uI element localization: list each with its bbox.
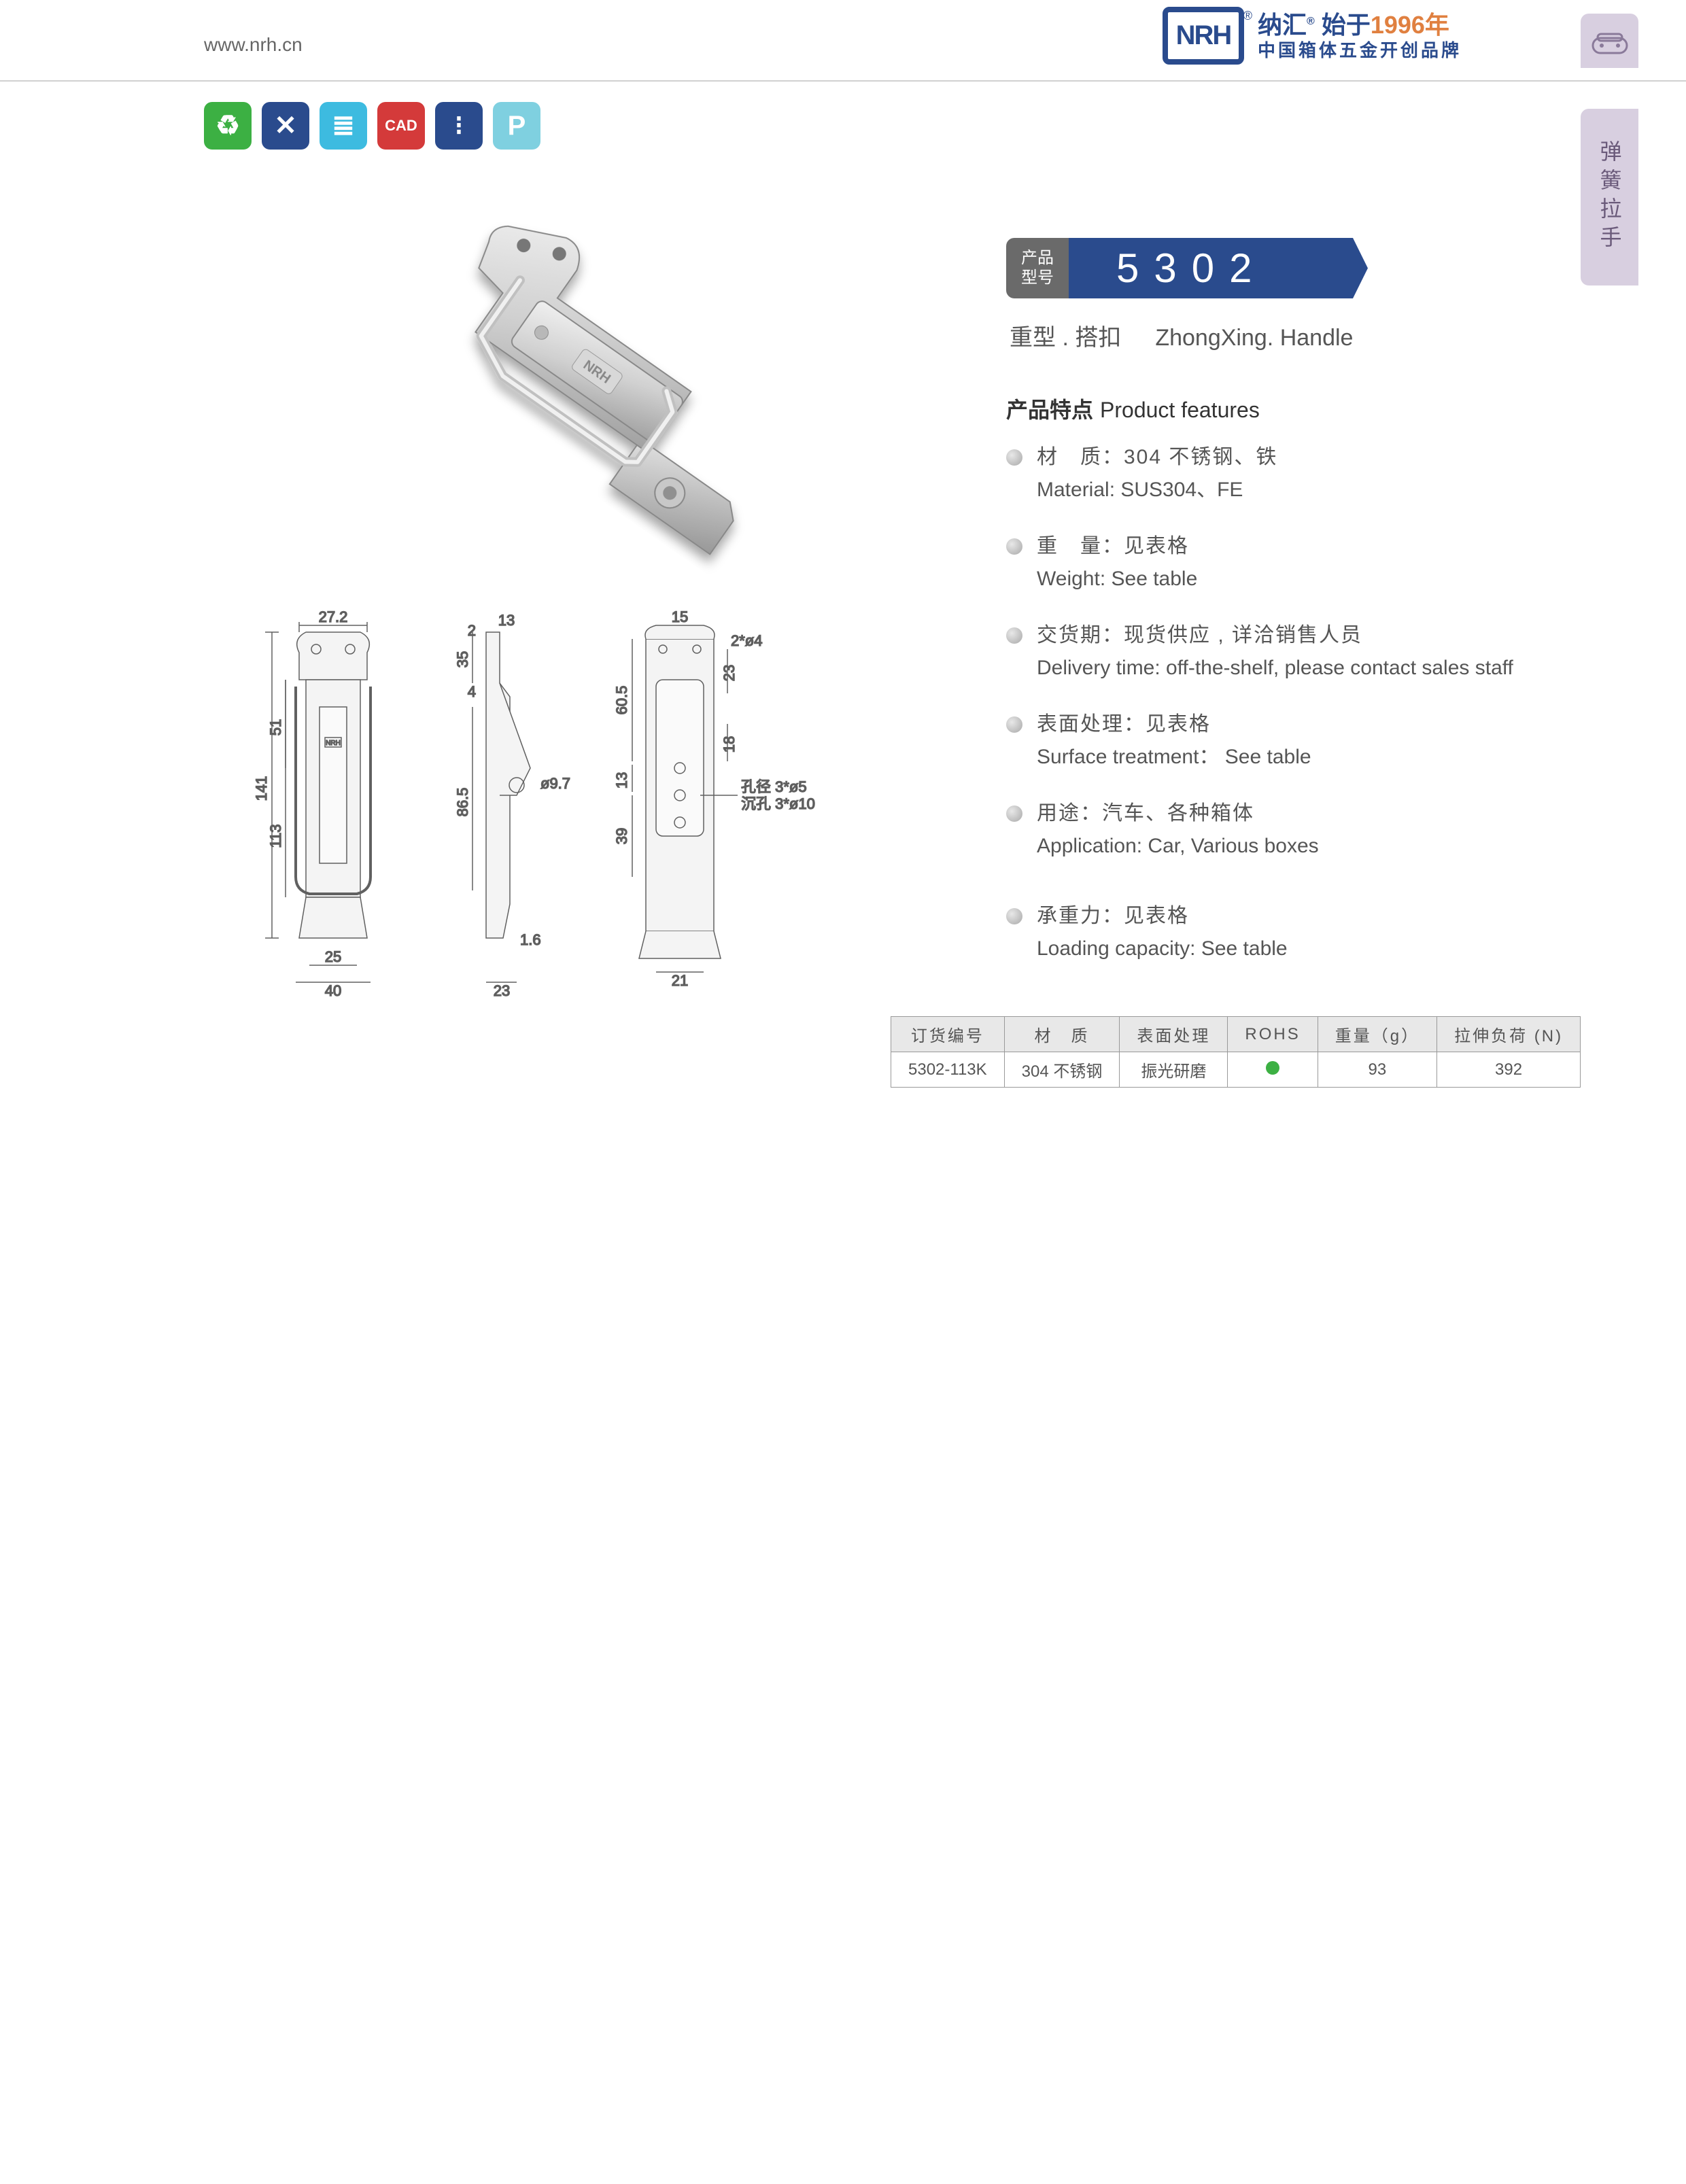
brand-block: NRH 纳汇® 始于1996年 中国箱体五金开创品牌	[1163, 7, 1462, 65]
svg-text:ø9.7: ø9.7	[540, 775, 570, 792]
handle-icon	[1589, 26, 1630, 56]
table-cell: 5302-113K	[891, 1052, 1005, 1088]
features-title-cn: 产品特点	[1006, 398, 1093, 422]
svg-text:15: 15	[672, 608, 688, 625]
svg-text:2: 2	[468, 622, 476, 639]
table-header: ROHS	[1228, 1017, 1318, 1052]
feature-en: Weight: See table	[1037, 563, 1516, 595]
svg-text:13: 13	[498, 612, 515, 629]
svg-text:孔径 3*ø5: 孔径 3*ø5	[741, 778, 807, 795]
svg-text:141: 141	[253, 776, 270, 801]
table-header: 订货编号	[891, 1017, 1005, 1052]
table-cell: 392	[1437, 1052, 1581, 1088]
cad-icon: CAD	[377, 102, 425, 150]
svg-text:25: 25	[325, 948, 341, 965]
feature-cn: 承重力：见表格	[1037, 900, 1516, 933]
model-label-line1: 产品	[1021, 249, 1054, 268]
spring-icon: ≣	[320, 102, 367, 150]
feature-item: 用途：汽车、各种箱体Application: Car, Various boxe…	[1006, 797, 1516, 863]
feature-cn: 交货期：现货供应 , 详洽销售人员	[1037, 619, 1516, 652]
svg-text:39: 39	[613, 828, 630, 844]
technical-drawing: NRH 27.2 141 51 113 25 40 ø9.7 13	[204, 598, 816, 1088]
table-header: 表面处理	[1120, 1017, 1228, 1052]
model-subtitle: 重型 . 搭扣 ZhongXing. Handle	[1006, 319, 1516, 352]
feature-cn: 表面处理：见表格	[1037, 708, 1516, 741]
svg-text:51: 51	[267, 719, 284, 735]
subtitle-en: ZhongXing. Handle	[1155, 325, 1353, 351]
model-label: 产品 型号	[1006, 238, 1069, 298]
model-number: 5302	[1069, 238, 1368, 298]
eco-icon: ♻	[204, 102, 252, 150]
spec-table: 订货编号材 质表面处理ROHS重量（g）拉伸负荷 (N) 5302-113K30…	[891, 1016, 1581, 1088]
svg-text:18: 18	[721, 736, 738, 752]
feature-en: Material: SUS304、FE	[1037, 474, 1516, 506]
features-title: 产品特点 Product features	[1006, 393, 1516, 424]
feature-en: Loading capacity: See table	[1037, 933, 1516, 965]
table-row: 5302-113K304 不锈钢振光研磨 93392	[891, 1052, 1581, 1088]
svg-text:2*ø4: 2*ø4	[731, 632, 762, 649]
screw-icon: ⁝	[435, 102, 483, 150]
feature-item: 重 量：见表格Weight: See table	[1006, 530, 1516, 595]
feature-en: Surface treatment： See table	[1037, 741, 1516, 774]
rohs-dot	[1266, 1061, 1279, 1075]
feature-item: 承重力：见表格Loading capacity: See table	[1006, 900, 1516, 965]
svg-text:60.5: 60.5	[613, 686, 630, 715]
p-icon: P	[493, 102, 540, 150]
feature-en: Delivery time: off-the-shelf, please con…	[1037, 652, 1516, 684]
nrh-logo: NRH	[1163, 7, 1244, 65]
brand-text: 纳汇® 始于1996年 中国箱体五金开创品牌	[1258, 10, 1462, 60]
brand-since: 始于	[1322, 11, 1371, 39]
table-header: 拉伸负荷 (N)	[1437, 1017, 1581, 1052]
feature-cn: 重 量：见表格	[1037, 530, 1516, 563]
subtitle-cn: 重型 . 搭扣	[1010, 325, 1121, 351]
page-header: www.nrh.cn NRH 纳汇® 始于1996年 中国箱体五金开创品牌	[0, 0, 1686, 82]
tools-icon: ✕	[262, 102, 309, 150]
table-cell: 振光研磨	[1120, 1052, 1228, 1088]
model-badge: 产品 型号 5302	[1006, 238, 1516, 298]
svg-text:23: 23	[494, 982, 510, 999]
feature-cn: 材 质：304 不锈钢、铁	[1037, 441, 1516, 474]
info-panel: 产品 型号 5302 重型 . 搭扣 ZhongXing. Handle 产品特点…	[1006, 238, 1516, 989]
feature-item: 交货期：现货供应 , 详洽销售人员Delivery time: off-the-…	[1006, 619, 1516, 684]
table-header: 重量（g）	[1318, 1017, 1436, 1052]
feature-item: 材 质：304 不锈钢、铁Material: SUS304、FE	[1006, 441, 1516, 506]
table-header: 材 质	[1004, 1017, 1120, 1052]
svg-text:1.6: 1.6	[520, 931, 541, 948]
table-cell: 304 不锈钢	[1004, 1052, 1120, 1088]
brand-cn: 纳汇	[1258, 11, 1307, 39]
feature-cn: 用途：汽车、各种箱体	[1037, 797, 1516, 830]
feature-en: Application: Car, Various boxes	[1037, 830, 1516, 863]
brand-year: 1996年	[1371, 11, 1449, 39]
site-url: www.nrh.cn	[204, 34, 303, 56]
svg-text:4: 4	[468, 683, 476, 700]
svg-text:27.2: 27.2	[319, 608, 348, 625]
svg-text:35: 35	[454, 651, 471, 668]
side-tab-label: 弹簧拉手	[1581, 109, 1638, 285]
model-label-line2: 型号	[1021, 268, 1054, 288]
brand-tagline: 中国箱体五金开创品牌	[1258, 40, 1462, 61]
svg-text:40: 40	[325, 982, 341, 999]
feature-list: 材 质：304 不锈钢、铁Material: SUS304、FE 重 量：见表格W…	[1006, 441, 1516, 965]
table-cell	[1228, 1052, 1318, 1088]
svg-text:86.5: 86.5	[454, 788, 471, 817]
features-title-en: Product features	[1100, 398, 1260, 422]
svg-text:NRH: NRH	[326, 740, 341, 747]
table-header-row: 订货编号材 质表面处理ROHS重量（g）拉伸负荷 (N)	[891, 1017, 1581, 1052]
svg-text:13: 13	[613, 772, 630, 788]
product-image: NRH	[292, 184, 972, 625]
icon-row: ♻✕≣CAD⁝P	[204, 102, 540, 150]
svg-text:23: 23	[721, 665, 738, 681]
table-cell: 93	[1318, 1052, 1436, 1088]
svg-text:沉孔 3*ø10: 沉孔 3*ø10	[741, 795, 815, 812]
svg-text:113: 113	[267, 824, 284, 848]
svg-text:21: 21	[672, 972, 688, 989]
feature-item: 表面处理：见表格Surface treatment： See table	[1006, 708, 1516, 774]
side-tab-icon	[1581, 14, 1638, 68]
